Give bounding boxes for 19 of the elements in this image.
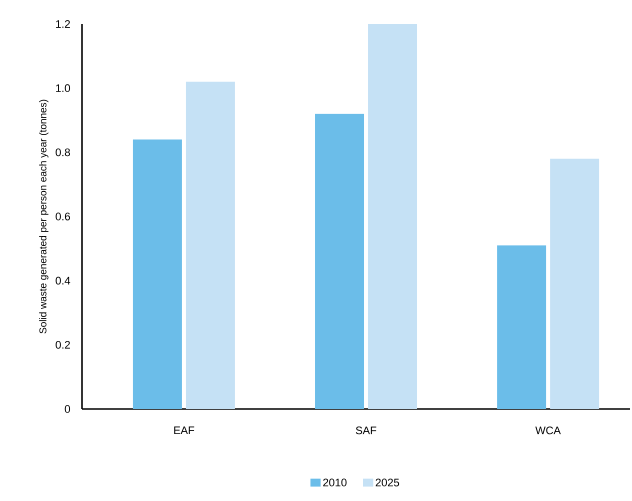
bar [132, 139, 182, 409]
y-tick-label: 1.0 [56, 84, 70, 92]
bar [550, 158, 600, 409]
y-tick-label: 0.6 [56, 212, 70, 220]
x-tick-label: EAF [174, 426, 194, 434]
y-tick-label: 0.2 [56, 340, 70, 349]
bar [497, 245, 546, 409]
y-axis-title: Solid waste generated per person each year (tonnes) [39, 100, 48, 334]
y-tick-label: 0.4 [56, 276, 70, 285]
bar [186, 82, 235, 409]
y-tick-label: 1.2 [56, 20, 70, 28]
y-tick-label: 0.8 [56, 148, 70, 156]
x-tick-label: SAF [356, 426, 376, 434]
y-tick-label: 0 [64, 405, 70, 413]
legend-label: 2025 [376, 478, 400, 486]
x-tick-label: WCA [535, 426, 561, 434]
bar [315, 114, 364, 409]
legend-label: 2010 [323, 478, 347, 486]
bar [368, 24, 418, 409]
